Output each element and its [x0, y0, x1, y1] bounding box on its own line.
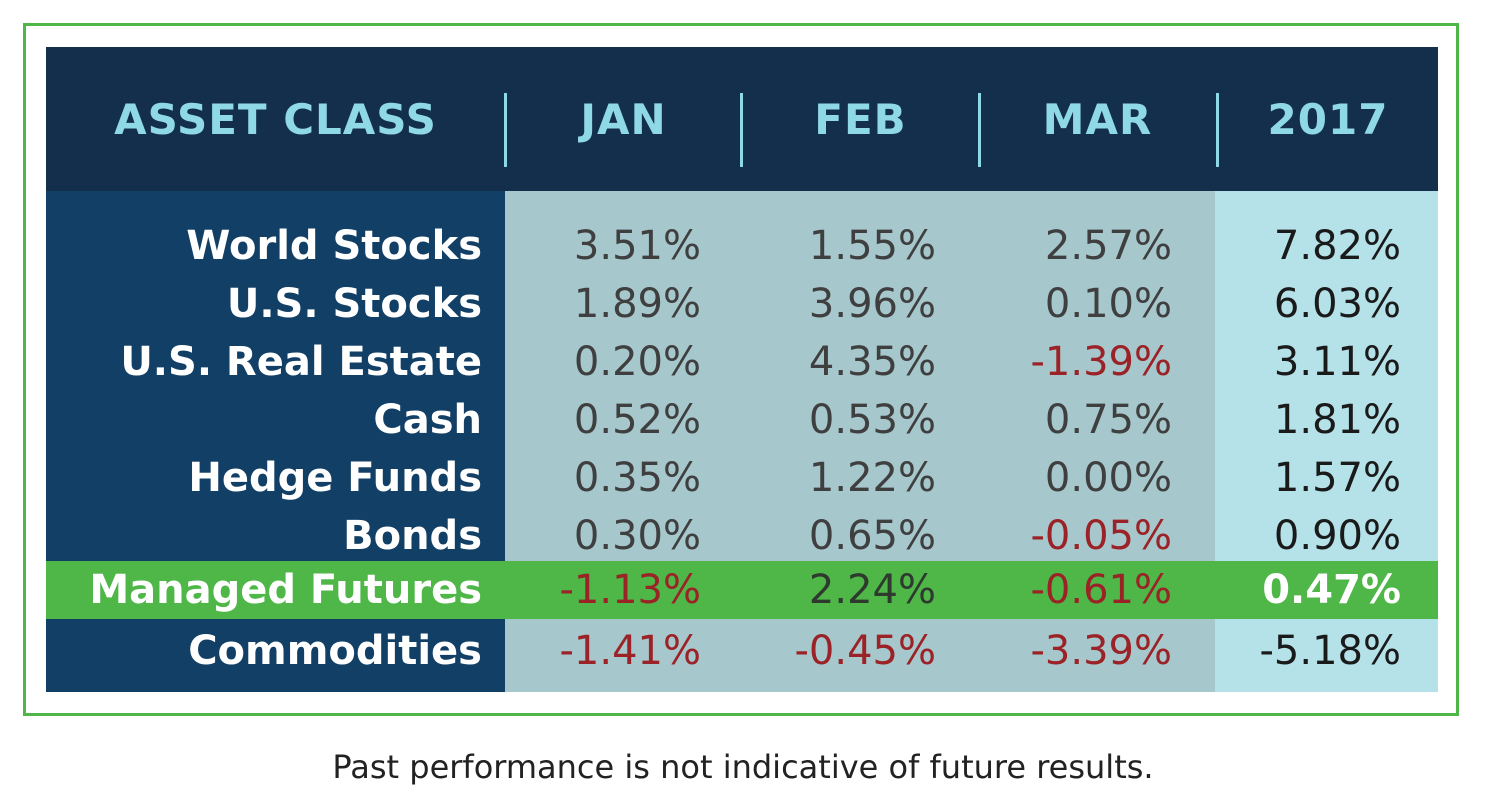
table-row: Bonds 0.30% 0.65% -0.05% 0.90% [46, 507, 1438, 565]
return-cell-jan: 0.52% [573, 397, 701, 443]
asset-class-label: U.S. Real Estate [120, 339, 482, 385]
footnote: Past performance is not indicative of fu… [332, 748, 1154, 786]
return-cell-ytd: 1.81% [1273, 397, 1401, 443]
table-row: Cash 0.52% 0.53% 0.75% 1.81% [46, 391, 1438, 449]
header-divider [740, 93, 743, 167]
asset-class-label: Commodities [188, 628, 482, 674]
return-cell-ytd: 1.57% [1273, 455, 1401, 501]
header-divider [978, 93, 981, 167]
header-jan: JAN [580, 94, 667, 144]
return-cell-ytd: 6.03% [1273, 281, 1401, 327]
performance-table: ASSET CLASS JAN FEB MAR 2017 World Stock… [46, 47, 1438, 692]
asset-class-label: Hedge Funds [188, 455, 482, 501]
return-cell-feb: 0.65% [808, 513, 936, 559]
asset-class-label: Bonds [343, 513, 482, 559]
header-mar: MAR [1042, 94, 1153, 144]
return-cell-mar: 2.57% [1044, 223, 1172, 269]
header-asset-class: ASSET CLASS [114, 94, 437, 144]
table-row: U.S. Real Estate 0.20% 4.35% -1.39% 3.11% [46, 333, 1438, 391]
return-cell-ytd: 0.90% [1273, 513, 1401, 559]
asset-class-label: U.S. Stocks [226, 281, 482, 327]
return-cell-jan: 0.20% [573, 339, 701, 385]
return-cell-feb: 3.96% [808, 281, 936, 327]
header-feb: FEB [814, 94, 907, 144]
table-row: Hedge Funds 0.35% 1.22% 0.00% 1.57% [46, 449, 1438, 507]
return-cell-feb: 4.35% [808, 339, 936, 385]
header-divider [504, 93, 507, 167]
return-cell-ytd: -5.18% [1259, 628, 1401, 674]
return-cell-jan: -1.41% [559, 628, 701, 674]
return-cell-mar: -0.05% [1030, 513, 1172, 559]
return-cell-feb: 1.22% [808, 455, 936, 501]
return-cell-mar: -1.39% [1030, 339, 1172, 385]
return-cell-mar: -0.61% [1030, 567, 1172, 613]
return-cell-ytd: 3.11% [1273, 339, 1401, 385]
table-header: ASSET CLASS JAN FEB MAR 2017 [46, 47, 1438, 191]
asset-class-label: Managed Futures [89, 567, 482, 613]
return-cell-jan: 1.89% [573, 281, 701, 327]
return-cell-mar: 0.00% [1044, 455, 1172, 501]
header-2017: 2017 [1267, 94, 1389, 144]
return-cell-mar: 0.10% [1044, 281, 1172, 327]
return-cell-mar: 0.75% [1044, 397, 1172, 443]
asset-class-label: Cash [373, 397, 482, 443]
table-row-highlighted: Managed Futures -1.13% 2.24% -0.61% 0.47% [46, 561, 1438, 619]
table-frame [23, 23, 1459, 716]
return-cell-jan: 3.51% [573, 223, 701, 269]
table-row: World Stocks 3.51% 1.55% 2.57% 7.82% [46, 217, 1438, 275]
return-cell-jan: 0.30% [573, 513, 701, 559]
return-cell-jan: -1.13% [559, 567, 701, 613]
return-cell-mar: -3.39% [1030, 628, 1172, 674]
return-cell-feb: -0.45% [794, 628, 936, 674]
table-row: U.S. Stocks 1.89% 3.96% 0.10% 6.03% [46, 275, 1438, 333]
asset-class-label: World Stocks [186, 223, 482, 269]
table-row: Commodities -1.41% -0.45% -3.39% -5.18% [46, 622, 1438, 680]
return-cell-feb: 1.55% [808, 223, 936, 269]
return-cell-jan: 0.35% [573, 455, 701, 501]
return-cell-feb: 0.53% [808, 397, 936, 443]
return-cell-feb: 2.24% [808, 567, 936, 613]
return-cell-ytd: 0.47% [1262, 567, 1401, 613]
header-divider [1216, 93, 1219, 167]
return-cell-ytd: 7.82% [1273, 223, 1401, 269]
